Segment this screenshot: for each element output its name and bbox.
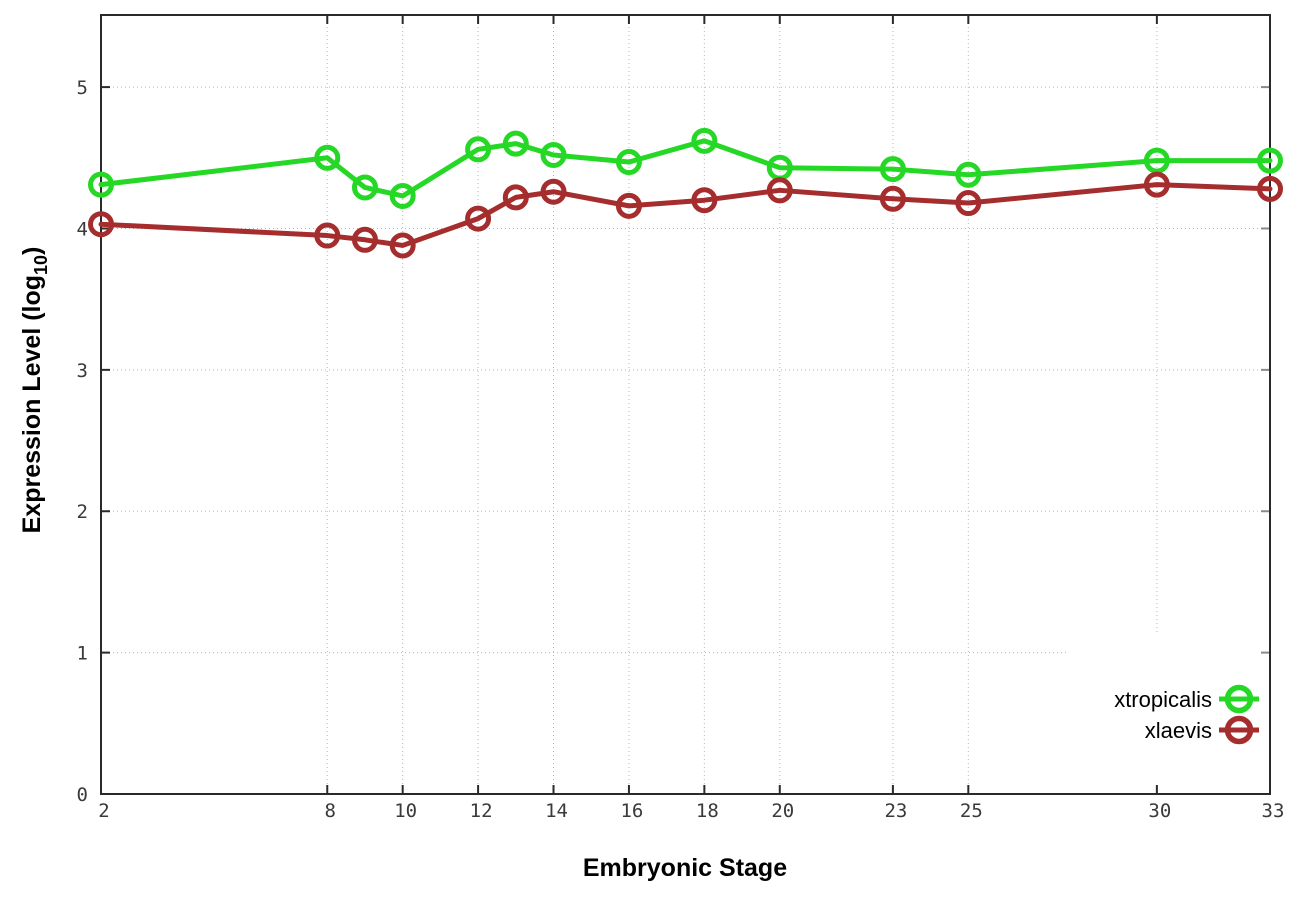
- data-point-xlaevis-stage-20: [766, 177, 793, 204]
- data-point-xlaevis-stage-12: [465, 205, 492, 232]
- data-point-xtropicalis-stage-16: [615, 149, 642, 176]
- x-tick-label: 2: [98, 800, 109, 822]
- y-tick-label: 5: [77, 77, 88, 99]
- legend-marker-xtropicalis: [1224, 684, 1254, 714]
- data-point-xlaevis-stage-14: [540, 178, 567, 205]
- data-point-xtropicalis-stage-2: [88, 171, 114, 198]
- data-point-xtropicalis-stage-9: [351, 174, 378, 201]
- plot-border: [100, 14, 1271, 795]
- data-point-xtropicalis-stage-13: [502, 130, 529, 157]
- y-tick-label: 0: [77, 784, 88, 806]
- series-line-xlaevis: [98, 182, 1273, 248]
- data-point-xtropicalis-stage-14: [540, 141, 567, 168]
- y-tick-label: 3: [77, 360, 88, 382]
- y-tick-label: 1: [77, 643, 88, 665]
- data-point-xtropicalis-stage-10: [389, 182, 416, 209]
- data-point-xlaevis-stage-8: [314, 222, 341, 249]
- legend-item-xlaevis: xlaevis: [1145, 715, 1259, 745]
- data-point-xlaevis-stage-33: [1257, 175, 1283, 202]
- x-tick-label: 14: [545, 800, 568, 822]
- data-point-xtropicalis-stage-33: [1257, 147, 1283, 174]
- series-xlaevis: [88, 171, 1283, 259]
- data-point-xlaevis-stage-18: [691, 187, 718, 214]
- data-point-xlaevis-stage-10: [389, 232, 416, 259]
- y-tick-label: 4: [77, 218, 88, 240]
- gridlines: [101, 15, 1270, 794]
- data-point-xlaevis-stage-16: [615, 192, 642, 219]
- data-point-xlaevis-stage-30: [1143, 171, 1170, 198]
- x-tick-label: 20: [771, 800, 794, 822]
- data-point-xlaevis-stage-23: [879, 185, 906, 212]
- x-tick-label: 25: [960, 800, 983, 822]
- legend-marker-xlaevis: [1224, 715, 1254, 745]
- x-tick-label: 18: [696, 800, 719, 822]
- data-point-xtropicalis-stage-12: [465, 136, 492, 163]
- legend-label-xtropicalis: xtropicalis: [1114, 687, 1212, 712]
- data-series: [88, 127, 1283, 259]
- series-xtropicalis: [88, 127, 1283, 209]
- x-axis-title: Embryonic Stage: [583, 854, 787, 882]
- data-point-xtropicalis-stage-18: [691, 127, 718, 154]
- x-tick-label: 12: [470, 800, 493, 822]
- y-tick-label: 2: [77, 501, 88, 523]
- y-axis-title: Expression Level (log10): [18, 247, 51, 534]
- x-tick-label: 16: [620, 800, 643, 822]
- x-tick-label: 33: [1262, 800, 1285, 822]
- x-tick-label: 30: [1148, 800, 1171, 822]
- x-tick-label: 10: [394, 800, 417, 822]
- data-point-xtropicalis-stage-8: [314, 144, 341, 171]
- data-point-xlaevis-stage-13: [502, 184, 529, 211]
- data-point-xlaevis-stage-25: [955, 190, 982, 217]
- data-point-xtropicalis-stage-23: [879, 156, 906, 183]
- legend-item-xtropicalis: xtropicalis: [1114, 684, 1259, 714]
- x-tick-label: 8: [325, 800, 336, 822]
- series-line-xtropicalis: [98, 138, 1273, 199]
- data-point-xlaevis-stage-9: [351, 226, 378, 253]
- data-point-xtropicalis-stage-25: [955, 161, 982, 188]
- data-point-xlaevis-stage-2: [88, 211, 114, 238]
- data-point-xtropicalis-stage-30: [1143, 147, 1170, 174]
- x-tick-label: 23: [884, 800, 907, 822]
- legend-label-xlaevis: xlaevis: [1145, 718, 1212, 743]
- legend: xtropicalis xlaevis: [1114, 684, 1259, 745]
